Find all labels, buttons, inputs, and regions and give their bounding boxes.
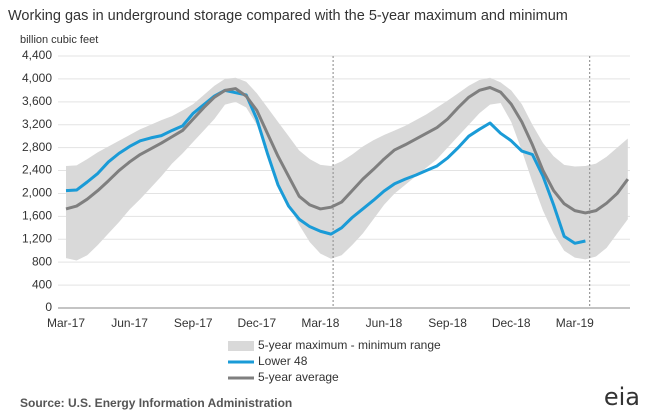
y-tick-label: 1,600 <box>22 209 52 223</box>
y-tick-label: 4,400 <box>22 48 52 62</box>
y-tick-label: 2,000 <box>22 186 52 200</box>
series-line <box>65 88 586 245</box>
y-tick-label: 800 <box>32 254 52 268</box>
y-tick-label: 3,200 <box>22 117 52 131</box>
legend-label: 5-year average <box>258 370 339 384</box>
legend-label: 5-year maximum - minimum range <box>258 338 441 352</box>
y-tick-label: 3,600 <box>22 94 52 108</box>
legend-label: Lower 48 <box>258 354 308 368</box>
range-area <box>66 77 628 261</box>
y-tick-label: 2,400 <box>22 163 52 177</box>
y-tick-label: 0 <box>45 300 52 314</box>
x-tick-label: Mar-19 <box>556 316 594 330</box>
x-tick-label: Sep-18 <box>428 316 467 330</box>
source: Source: U.S. Energy Information Administ… <box>20 396 292 410</box>
y-tick-label: 1,200 <box>22 231 52 245</box>
x-tick-label: Jun-17 <box>111 316 148 330</box>
x-tick-label: Dec-17 <box>237 316 276 330</box>
x-tick-label: Dec-18 <box>492 316 531 330</box>
series-line <box>65 86 630 215</box>
x-tick-label: Sep-17 <box>174 316 213 330</box>
logo: eia <box>604 383 640 411</box>
x-tick-label: Mar-18 <box>301 316 339 330</box>
chart-title: Working gas in underground storage compa… <box>8 8 568 24</box>
y-axis-label: billion cubic feet <box>20 34 98 46</box>
x-tick-label: Mar-17 <box>47 316 85 330</box>
y-tick-label: 2,800 <box>22 140 52 154</box>
y-tick-label: 4,000 <box>22 71 52 85</box>
legend-swatch <box>228 341 254 351</box>
x-tick-label: Jun-18 <box>366 316 403 330</box>
y-tick-label: 400 <box>32 277 52 291</box>
